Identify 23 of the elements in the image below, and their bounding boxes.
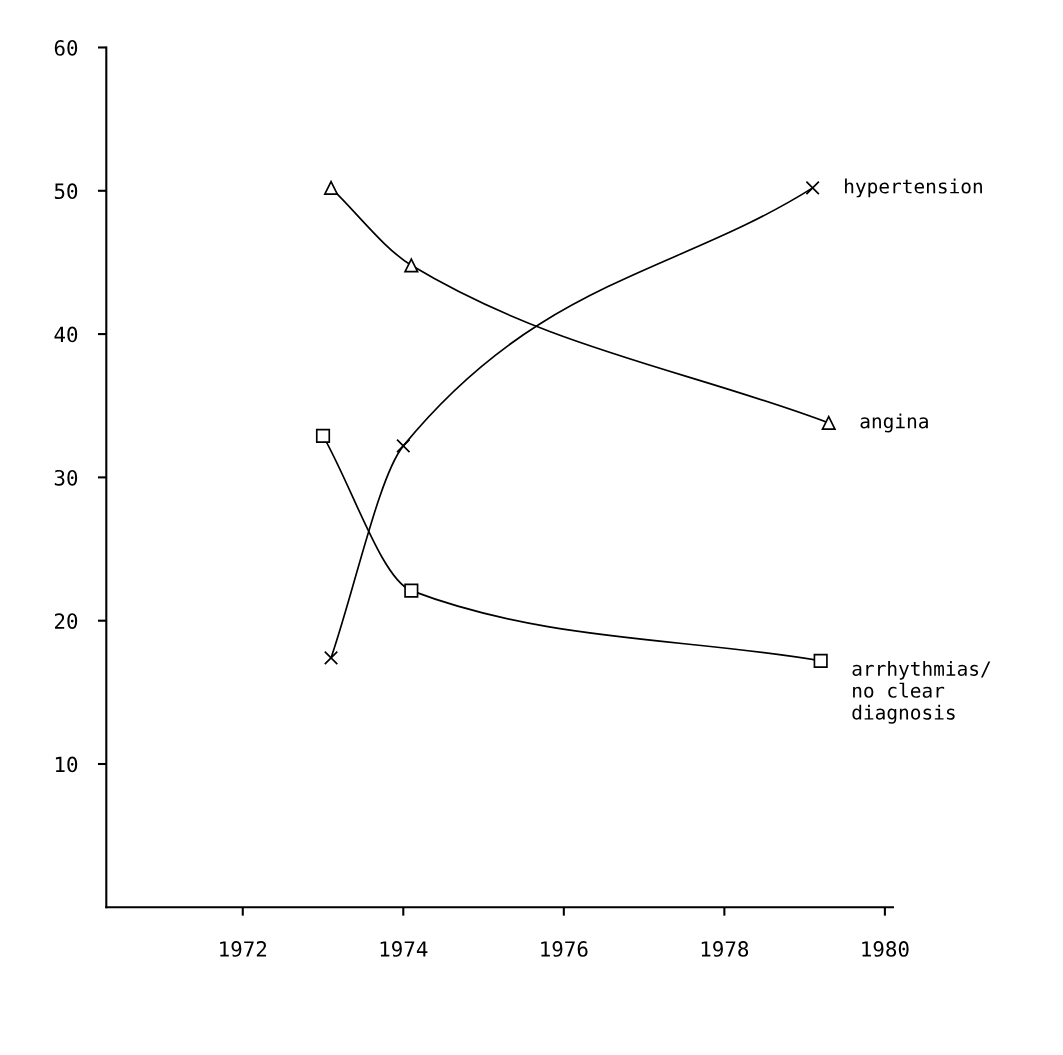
point (404, 258, 419, 273)
series-label: hypertension (845, 178, 982, 198)
y-tick-label: 30 (54, 469, 78, 486)
point (323, 650, 339, 666)
point (805, 180, 820, 195)
point (323, 180, 339, 195)
y-tick-label: 60 (54, 39, 78, 56)
x-tick-label: 1976 (541, 941, 588, 957)
x-tick-label: 1974 (380, 941, 428, 957)
y-tick-label: 10 (55, 756, 78, 773)
point (396, 438, 411, 453)
point (821, 415, 836, 431)
y-tick-label: 40 (54, 326, 78, 343)
point (813, 653, 828, 668)
x-tick-label: 1972 (220, 941, 267, 957)
series-label: arrhythmias/ no clear diagnosis (852, 660, 991, 724)
y-tick-label: 50 (54, 183, 78, 200)
y-tick-label: 20 (54, 613, 78, 629)
point (315, 428, 331, 443)
point (404, 583, 419, 598)
x-tick-label: 1978 (701, 941, 749, 957)
series-label: angina (860, 413, 928, 433)
x-tick-label: 1980 (862, 941, 909, 957)
